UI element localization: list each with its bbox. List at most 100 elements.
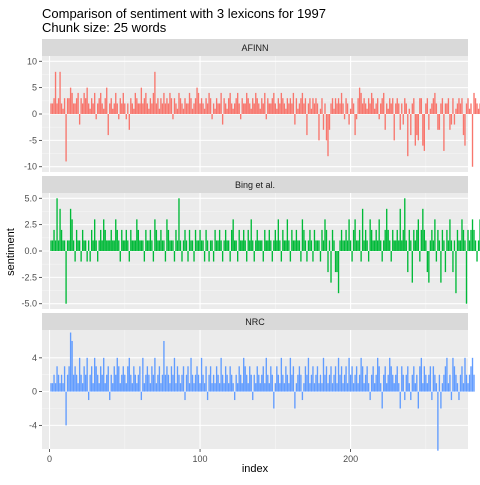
bar <box>161 103 164 114</box>
bar <box>303 103 305 114</box>
bar <box>237 92 239 114</box>
bar <box>292 240 295 251</box>
bar <box>196 366 198 392</box>
bar <box>467 98 469 114</box>
bar <box>408 229 410 251</box>
bar <box>50 103 52 114</box>
bar <box>434 92 436 114</box>
bar <box>112 240 114 251</box>
bar <box>158 108 161 114</box>
bar <box>316 366 319 392</box>
bar <box>230 229 233 251</box>
bar <box>330 103 332 114</box>
bar <box>267 98 269 114</box>
bar <box>94 357 96 392</box>
bar <box>107 240 109 251</box>
bar <box>200 98 203 114</box>
bar <box>419 366 421 392</box>
bar <box>92 383 94 392</box>
bar <box>95 366 97 392</box>
bar <box>124 374 126 392</box>
bar <box>458 98 460 114</box>
bar <box>109 103 111 114</box>
bar <box>62 108 64 114</box>
bar <box>54 383 57 392</box>
bar <box>396 98 398 114</box>
bar <box>265 240 267 251</box>
bar <box>343 374 346 392</box>
bar <box>95 114 97 120</box>
bar <box>297 374 299 392</box>
bar <box>354 374 356 392</box>
bar <box>372 240 374 251</box>
bar <box>410 114 412 136</box>
bar <box>410 391 412 401</box>
bar <box>250 108 252 114</box>
bar <box>178 92 180 114</box>
bar <box>310 108 313 114</box>
facet-strip <box>42 39 468 56</box>
bar <box>384 366 386 392</box>
bar <box>285 240 287 251</box>
bar <box>352 103 355 114</box>
bar <box>465 103 468 114</box>
bar <box>181 103 183 114</box>
bar <box>334 98 337 114</box>
bar <box>328 114 331 130</box>
bar <box>206 391 209 401</box>
bar <box>288 240 290 251</box>
bar <box>95 240 97 251</box>
bar <box>473 92 475 114</box>
bar <box>152 251 155 262</box>
bar <box>420 229 423 251</box>
bar <box>261 374 263 392</box>
bar <box>203 108 206 114</box>
y-tick-label: 4 <box>32 353 37 363</box>
bar <box>456 229 459 251</box>
bar <box>221 251 224 262</box>
bar <box>321 383 323 392</box>
bar <box>321 229 323 251</box>
bar <box>265 114 267 120</box>
bar <box>161 374 164 392</box>
bar <box>416 114 418 136</box>
bar <box>419 98 421 114</box>
bar <box>270 103 272 114</box>
bar <box>206 103 209 114</box>
bar <box>244 366 246 392</box>
bar <box>377 357 379 392</box>
bar <box>91 98 93 114</box>
bar <box>148 240 150 251</box>
bar <box>294 114 296 125</box>
bar <box>339 103 341 114</box>
bar <box>220 92 222 114</box>
bar <box>125 383 127 392</box>
bar <box>106 374 108 392</box>
bar <box>267 240 269 251</box>
bar <box>319 374 322 392</box>
bar <box>193 251 195 262</box>
bar <box>221 114 224 125</box>
bar <box>422 114 424 146</box>
bar <box>312 98 314 114</box>
bar <box>214 383 216 392</box>
bar <box>258 240 260 251</box>
bar <box>438 374 441 392</box>
y-tick-label: 0 <box>32 387 37 397</box>
bar <box>113 103 115 114</box>
bar <box>405 103 407 114</box>
bar <box>223 240 225 251</box>
bar <box>310 240 313 251</box>
bar <box>77 383 79 392</box>
bar <box>404 98 406 114</box>
bar <box>414 240 416 251</box>
bar <box>345 98 347 114</box>
bar <box>211 114 213 120</box>
bar <box>155 103 158 114</box>
bar <box>133 366 135 392</box>
bar <box>246 374 248 392</box>
bar <box>250 219 252 251</box>
bar <box>392 374 394 392</box>
bar <box>383 374 385 392</box>
bar <box>205 229 207 251</box>
